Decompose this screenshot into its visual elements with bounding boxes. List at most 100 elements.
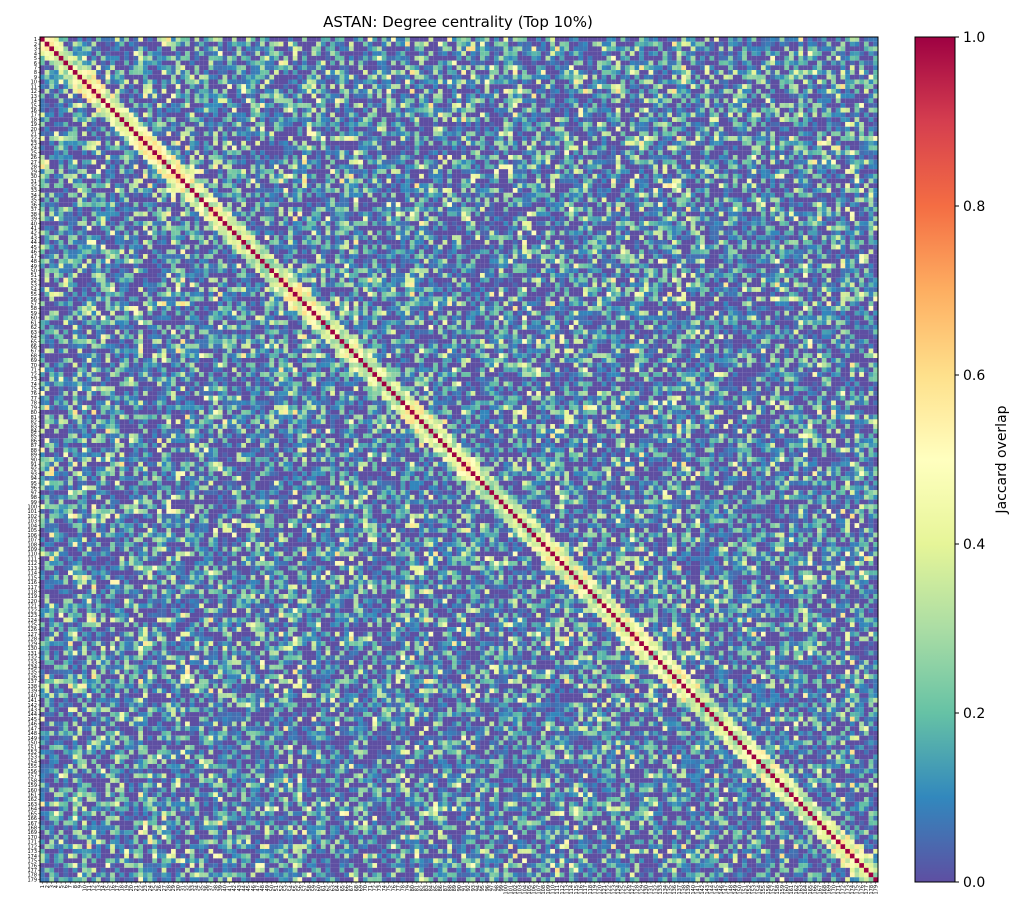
heatmap-cell <box>344 155 350 160</box>
heatmap-cell <box>306 74 312 80</box>
heatmap-cell <box>863 93 869 99</box>
heatmap-cell <box>339 150 345 156</box>
heatmap-cell <box>105 155 111 160</box>
heatmap-cell <box>348 155 354 160</box>
heatmap-cell <box>278 93 284 99</box>
heatmap-cell <box>414 60 420 66</box>
heatmap-cell <box>606 121 612 127</box>
heatmap-cell <box>217 155 223 160</box>
heatmap-cell <box>68 112 73 118</box>
heatmap-cell <box>274 140 279 146</box>
heatmap-cell <box>573 37 579 42</box>
heatmap-cell <box>311 98 317 104</box>
heatmap-cell <box>461 103 467 108</box>
heatmap-cell <box>325 150 331 156</box>
heatmap-cell <box>114 46 120 52</box>
heatmap-cell <box>100 159 106 165</box>
heatmap-cell <box>615 126 621 132</box>
heatmap-cell <box>592 98 598 104</box>
heatmap-cell <box>297 93 303 99</box>
heatmap-cell <box>339 65 345 71</box>
heatmap-cell <box>798 65 804 71</box>
heatmap-cell <box>573 98 579 104</box>
heatmap-cell <box>583 121 588 127</box>
heatmap-cell <box>451 136 457 141</box>
heatmap-cell <box>517 74 523 80</box>
heatmap-cell <box>260 51 265 56</box>
heatmap-cell <box>278 88 284 94</box>
heatmap-cell <box>386 112 392 118</box>
heatmap-cell <box>320 159 326 165</box>
heatmap-cell <box>583 46 588 52</box>
heatmap-cell <box>363 74 368 80</box>
heatmap-cell <box>854 112 860 118</box>
heatmap-cell <box>859 84 865 89</box>
heatmap-cell <box>821 74 827 80</box>
heatmap-cell <box>86 74 92 80</box>
heatmap-cell <box>217 164 223 170</box>
heatmap-cell <box>821 150 827 156</box>
heatmap-cell <box>428 136 434 141</box>
heatmap-cell <box>578 88 584 94</box>
heatmap-cell <box>306 159 312 165</box>
heatmap-cell <box>302 84 307 89</box>
heatmap-cell <box>409 41 415 47</box>
heatmap-cell <box>414 140 420 146</box>
heatmap-cell <box>807 98 813 104</box>
heatmap-cell <box>386 84 392 89</box>
heatmap-cell <box>171 98 176 104</box>
heatmap-cell <box>147 98 153 104</box>
heatmap-cell <box>821 65 827 71</box>
heatmap-cell <box>657 103 663 108</box>
heatmap-cell <box>377 155 382 160</box>
heatmap-cell <box>185 65 190 71</box>
heatmap-cell <box>437 79 443 85</box>
heatmap-cell <box>456 164 462 170</box>
heatmap-cell <box>793 88 799 94</box>
heatmap-cell <box>498 55 504 61</box>
heatmap-cell <box>597 140 602 146</box>
heatmap-cell <box>845 155 850 160</box>
heatmap-cell <box>222 140 228 146</box>
heatmap-cell <box>128 98 134 104</box>
heatmap-cell <box>672 155 677 160</box>
heatmap-cell <box>508 88 513 94</box>
heatmap-cell <box>494 79 499 85</box>
heatmap-cell <box>386 140 392 146</box>
heatmap-cell <box>208 88 214 94</box>
heatmap-cell <box>72 37 78 42</box>
heatmap-cell <box>840 65 846 71</box>
heatmap-cell <box>672 79 677 85</box>
heatmap-cell <box>742 70 747 75</box>
heatmap-cell <box>236 131 242 137</box>
heatmap-cell <box>765 93 771 99</box>
heatmap-cell <box>138 150 144 156</box>
heatmap-cell <box>409 112 415 118</box>
heatmap-cell <box>377 60 382 66</box>
heatmap-cell <box>91 159 97 165</box>
heatmap-cell <box>765 145 771 151</box>
heatmap-cell <box>812 84 818 89</box>
heatmap-cell <box>222 55 228 61</box>
heatmap-cell <box>583 51 588 56</box>
heatmap-cell <box>873 155 879 160</box>
heatmap-cell <box>569 84 574 89</box>
heatmap-cell <box>161 126 167 132</box>
heatmap-cell <box>372 41 378 47</box>
heatmap-cell <box>498 88 504 94</box>
heatmap-cell <box>208 121 214 127</box>
heatmap-cell <box>72 70 78 75</box>
heatmap-cell <box>348 140 354 146</box>
heatmap-cell <box>690 121 696 127</box>
heatmap-cell <box>821 112 827 118</box>
heatmap-cell <box>428 121 434 127</box>
heatmap-cell <box>400 112 406 118</box>
heatmap-cell <box>765 121 771 127</box>
heatmap-cell <box>77 84 83 89</box>
heatmap-cell <box>142 84 148 89</box>
heatmap-cell <box>96 70 101 75</box>
heatmap-cell <box>784 155 790 160</box>
heatmap-cell <box>657 150 663 156</box>
heatmap-cell <box>536 37 541 42</box>
heatmap-cell <box>789 65 794 71</box>
